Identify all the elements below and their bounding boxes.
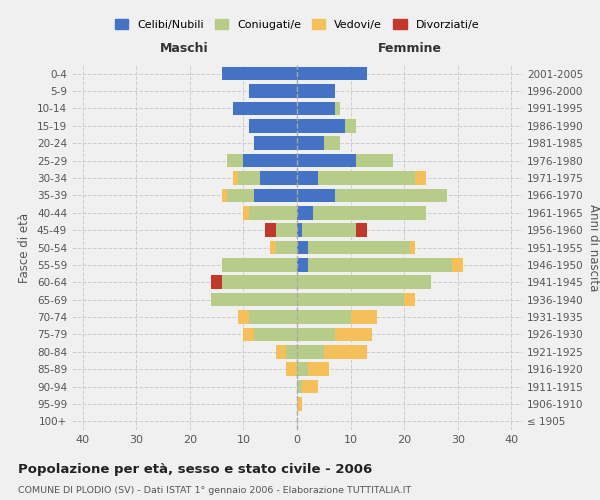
Bar (244, 328, 254, 341)
Bar (356, 224, 367, 237)
Bar (233, 171, 238, 185)
Bar (415, 171, 425, 185)
Bar (297, 188, 335, 202)
Bar (297, 258, 308, 272)
Bar (297, 276, 431, 289)
Bar (302, 224, 356, 237)
Bar (211, 276, 222, 289)
Text: COMUNE DI PLODIO (SV) - Dati ISTAT 1° gennaio 2006 - Elaborazione TUTTITALIA.IT: COMUNE DI PLODIO (SV) - Dati ISTAT 1° ge… (18, 486, 411, 495)
Bar (297, 84, 335, 98)
Bar (254, 188, 297, 202)
Bar (244, 154, 297, 168)
Bar (238, 171, 260, 185)
Bar (222, 67, 297, 80)
Bar (286, 345, 297, 358)
Bar (313, 206, 425, 220)
Bar (319, 171, 415, 185)
Bar (308, 258, 452, 272)
Bar (297, 67, 367, 80)
Bar (335, 328, 372, 341)
Bar (308, 240, 409, 254)
Bar (227, 154, 244, 168)
Bar (222, 188, 227, 202)
Bar (297, 136, 324, 150)
Bar (227, 188, 254, 202)
Bar (254, 328, 297, 341)
Bar (297, 362, 308, 376)
Bar (356, 154, 394, 168)
Bar (244, 206, 249, 220)
Bar (324, 136, 340, 150)
Bar (335, 102, 340, 115)
Bar (286, 362, 297, 376)
Bar (335, 188, 447, 202)
Bar (233, 102, 297, 115)
Bar (275, 345, 286, 358)
Bar (297, 310, 350, 324)
Bar (350, 310, 377, 324)
Bar (297, 102, 335, 115)
Bar (345, 119, 356, 132)
Bar (238, 310, 249, 324)
Bar (297, 206, 313, 220)
Text: Maschi: Maschi (160, 42, 209, 54)
Bar (249, 119, 297, 132)
Bar (297, 328, 335, 341)
Bar (297, 154, 356, 168)
Bar (249, 206, 297, 220)
Bar (222, 258, 297, 272)
Bar (452, 258, 463, 272)
Bar (249, 84, 297, 98)
Bar (297, 293, 404, 306)
Bar (254, 136, 297, 150)
Bar (275, 224, 297, 237)
Bar (265, 224, 275, 237)
Y-axis label: Anni di nascita: Anni di nascita (587, 204, 600, 291)
Bar (211, 293, 297, 306)
Bar (297, 345, 324, 358)
Bar (404, 293, 415, 306)
Bar (297, 397, 302, 410)
Bar (270, 240, 275, 254)
Bar (297, 380, 302, 394)
Bar (297, 119, 345, 132)
Text: Popolazione per età, sesso e stato civile - 2006: Popolazione per età, sesso e stato civil… (18, 462, 372, 475)
Text: Femmine: Femmine (377, 42, 442, 54)
Bar (297, 240, 308, 254)
Legend: Celibi/Nubili, Coniugati/e, Vedovi/e, Divorziati/e: Celibi/Nubili, Coniugati/e, Vedovi/e, Di… (115, 20, 479, 30)
Bar (260, 171, 297, 185)
Bar (409, 240, 415, 254)
Bar (302, 380, 319, 394)
Bar (297, 224, 302, 237)
Bar (275, 240, 297, 254)
Bar (297, 171, 319, 185)
Bar (324, 345, 367, 358)
Bar (308, 362, 329, 376)
Bar (249, 310, 297, 324)
Y-axis label: Fasce di età: Fasce di età (19, 212, 31, 282)
Bar (222, 276, 297, 289)
